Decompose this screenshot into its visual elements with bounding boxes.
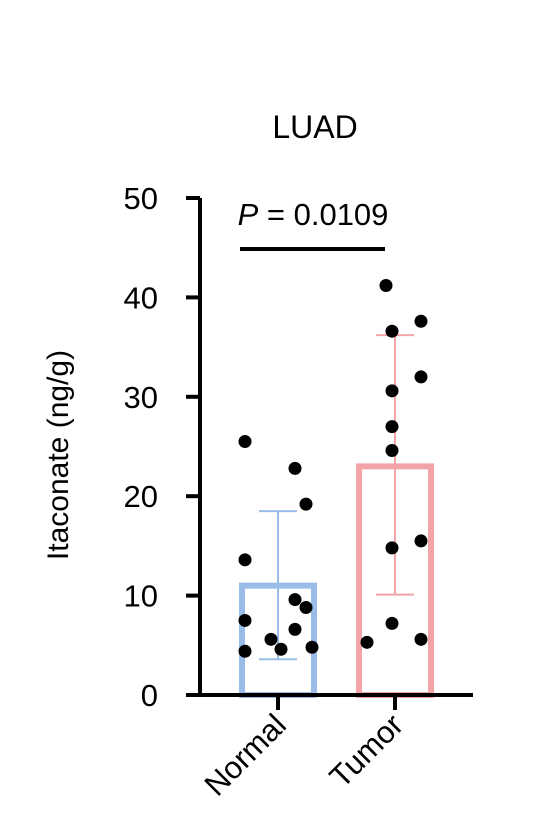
error-bars [259, 334, 414, 661]
data-point [414, 370, 428, 384]
p-value-annotation: P = 0.0109 [238, 197, 389, 232]
x-tick-label: Normal [198, 707, 293, 802]
data-point [385, 616, 399, 630]
data-point [264, 632, 278, 646]
bars [239, 463, 434, 698]
y-axis-label: Itaconate (ng/g) [42, 350, 75, 560]
data-point [385, 384, 399, 398]
data-point [360, 635, 374, 649]
data-point [379, 278, 393, 292]
chart-title: LUAD [272, 109, 357, 145]
data-point [274, 642, 288, 656]
x-axis-ticks: Normal Tumor [198, 695, 410, 803]
data-point [299, 601, 313, 615]
data-point [385, 324, 399, 338]
data-point [414, 314, 428, 328]
y-tick-label: 20 [124, 479, 158, 514]
data-point [385, 420, 399, 434]
data-points [238, 278, 428, 658]
data-point [385, 443, 399, 457]
data-point [238, 435, 252, 449]
p-value-number: = 0.0109 [258, 197, 388, 232]
p-value-label: P [238, 197, 259, 232]
data-point [414, 632, 428, 646]
data-point [299, 497, 313, 511]
y-axis-ticks: 0 10 20 30 40 50 [124, 181, 200, 713]
data-point [288, 461, 302, 475]
data-point [414, 534, 428, 548]
y-tick-label: 50 [124, 181, 158, 216]
y-tick-label: 40 [124, 280, 158, 315]
data-point [305, 640, 319, 654]
data-point [238, 553, 252, 567]
y-tick-label: 0 [141, 678, 158, 713]
x-tick-label: Tumor [323, 707, 410, 794]
data-point [238, 613, 252, 627]
data-point [385, 541, 399, 555]
data-point [238, 644, 252, 658]
data-point [288, 593, 302, 607]
y-tick-label: 10 [124, 579, 158, 614]
y-tick-label: 30 [124, 380, 158, 415]
data-point [288, 622, 302, 636]
